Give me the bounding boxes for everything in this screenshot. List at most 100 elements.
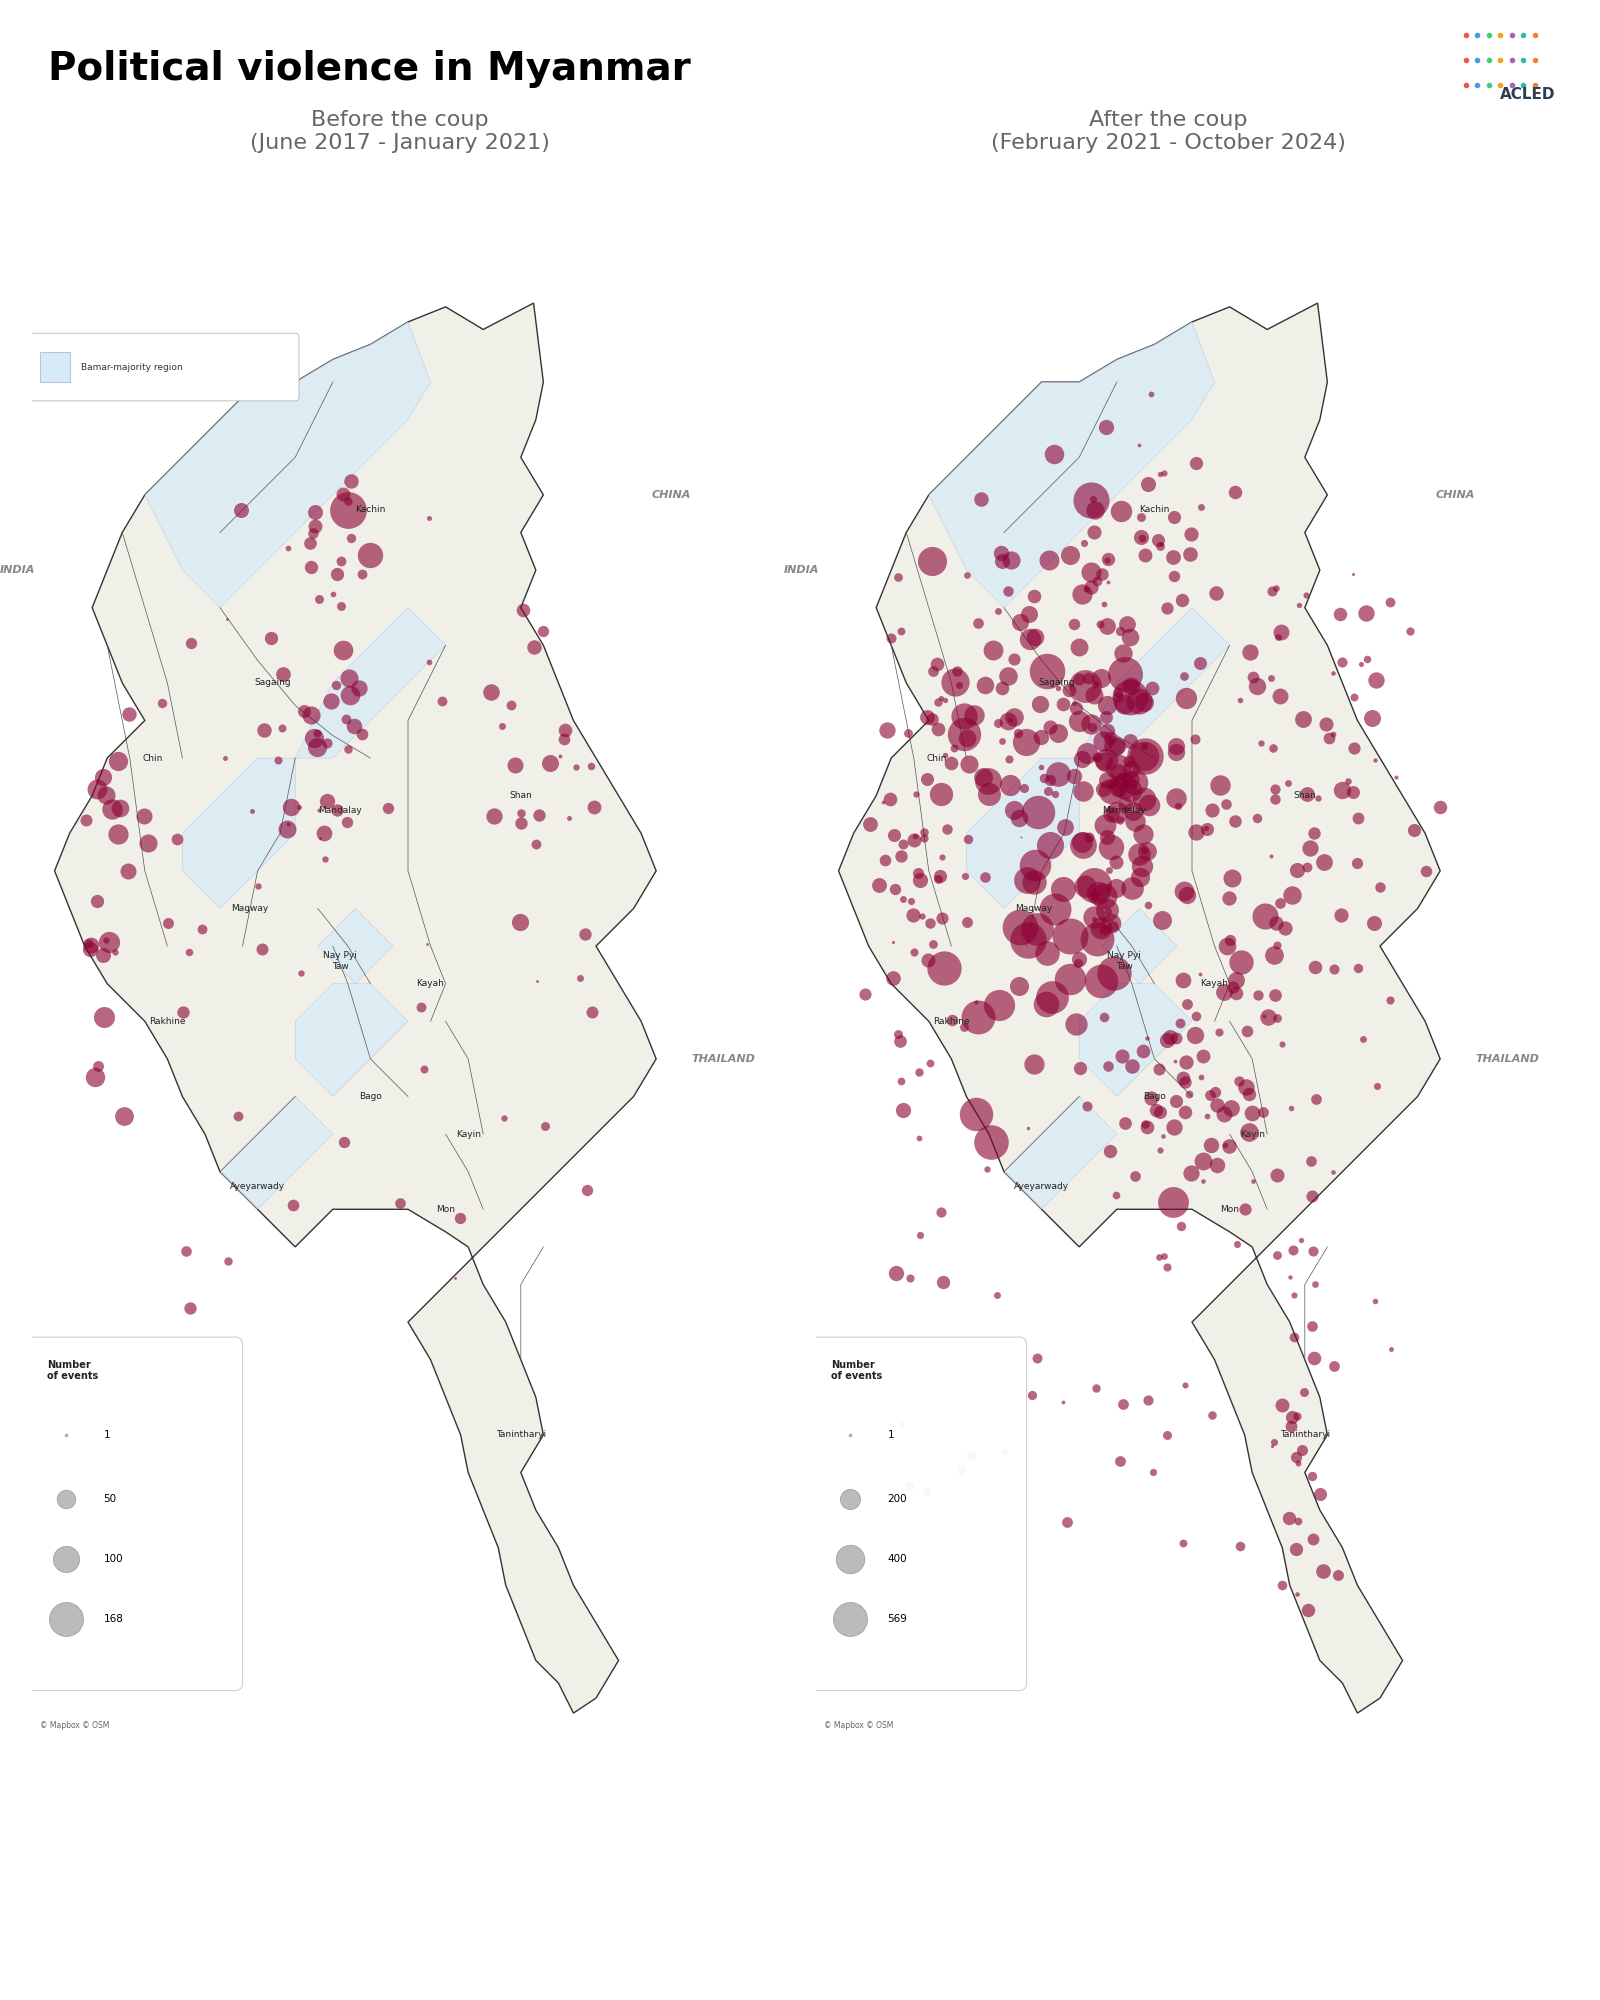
Point (1058, 538, 1083, 570)
Point (870, 786, 896, 818)
Point (1413, 854, 1438, 886)
Polygon shape (318, 908, 394, 984)
Point (93, 924, 118, 956)
Point (1034, 656, 1059, 688)
Text: Mon: Mon (437, 1204, 454, 1214)
Text: © Mapbox © OSM: © Mapbox © OSM (824, 1722, 893, 1730)
Point (1216, 882, 1242, 914)
Polygon shape (294, 984, 408, 1096)
FancyBboxPatch shape (18, 1338, 243, 1690)
Point (1160, 1186, 1186, 1218)
Point (1112, 688, 1138, 720)
Point (1285, 1506, 1310, 1538)
Point (1131, 834, 1157, 866)
Point (1299, 1460, 1325, 1492)
Point (547, 740, 573, 772)
Point (925, 712, 950, 744)
Point (1173, 682, 1198, 714)
Point (963, 1098, 989, 1130)
Point (1142, 1094, 1168, 1126)
Point (1330, 774, 1355, 806)
Point (1050, 688, 1075, 720)
Point (338, 466, 363, 498)
Point (1349, 648, 1374, 680)
Polygon shape (144, 322, 430, 608)
Point (1360, 702, 1386, 734)
Point (1094, 744, 1120, 776)
Point (1261, 940, 1286, 972)
Point (995, 704, 1021, 736)
Point (1165, 790, 1190, 822)
Point (1339, 776, 1365, 808)
Point (1301, 1522, 1326, 1554)
Point (115, 698, 141, 730)
Point (75, 928, 101, 960)
Point (1227, 684, 1253, 716)
Point (976, 764, 1002, 796)
Point (1251, 1000, 1277, 1032)
Point (85, 1050, 110, 1082)
Point (1269, 1028, 1294, 1060)
Point (1178, 1156, 1203, 1188)
Point (1299, 1144, 1325, 1176)
Point (1245, 980, 1270, 1012)
Point (1222, 806, 1248, 838)
Point (1051, 1386, 1077, 1418)
Point (1427, 790, 1453, 822)
Point (989, 544, 1014, 576)
Point (1282, 1280, 1307, 1312)
Point (387, 1186, 413, 1218)
Point (312, 842, 338, 874)
Point (306, 584, 331, 616)
Point (1082, 516, 1107, 548)
Point (874, 714, 899, 746)
Point (918, 1046, 944, 1078)
Point (896, 718, 922, 750)
Point (1350, 1024, 1376, 1056)
Point (53, 1418, 78, 1450)
Point (1272, 912, 1298, 944)
Point (1120, 796, 1146, 828)
Point (946, 670, 971, 702)
Point (1077, 820, 1102, 852)
Point (328, 590, 354, 622)
Point (1397, 616, 1422, 648)
Point (1258, 662, 1283, 694)
Point (901, 824, 926, 856)
Text: Sagaing: Sagaing (254, 678, 291, 688)
Point (979, 1126, 1005, 1158)
Point (91, 1002, 117, 1034)
Point (78, 930, 104, 962)
Point (1173, 1046, 1198, 1078)
Point (1128, 862, 1154, 894)
Polygon shape (966, 758, 1078, 908)
Point (83, 884, 109, 916)
Point (1261, 732, 1286, 764)
Point (304, 718, 330, 750)
Point (1163, 1086, 1189, 1118)
Point (934, 812, 960, 844)
Point (1091, 880, 1117, 912)
Text: THAILAND: THAILAND (1475, 1054, 1539, 1064)
Point (1109, 494, 1134, 526)
Point (1029, 720, 1054, 752)
Point (1290, 702, 1315, 734)
Polygon shape (1078, 608, 1229, 758)
Text: Kachin: Kachin (355, 506, 386, 514)
Point (1112, 658, 1138, 690)
Point (91, 762, 117, 794)
Point (312, 818, 338, 850)
Point (510, 594, 536, 626)
Point (1302, 950, 1328, 982)
Point (883, 1258, 909, 1290)
Point (298, 700, 323, 732)
Point (331, 1126, 357, 1158)
Point (1133, 740, 1158, 772)
Point (955, 822, 981, 854)
Point (1098, 774, 1123, 806)
Text: Shan: Shan (509, 792, 533, 800)
Point (971, 760, 997, 792)
Point (1021, 866, 1046, 898)
Point (1139, 1082, 1165, 1114)
Point (520, 632, 546, 664)
